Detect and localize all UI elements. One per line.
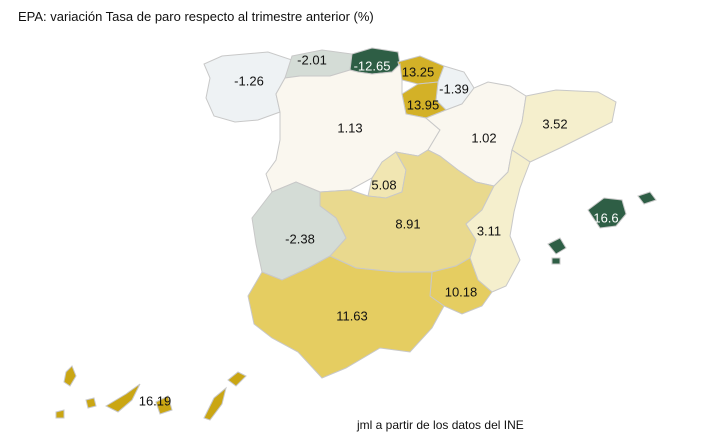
map-title: EPA: variación Tasa de paro respecto al … xyxy=(18,9,374,24)
label-asturias: -2.01 xyxy=(297,52,327,67)
label-madrid: 5.08 xyxy=(371,177,396,192)
label-andalucia: 11.63 xyxy=(336,308,368,323)
lanzarote-shape xyxy=(227,371,247,387)
label-aragon: 1.02 xyxy=(471,130,496,145)
formentera-shape xyxy=(551,257,561,265)
label-illes-balears: 16.6 xyxy=(593,210,618,225)
tenerife-shape xyxy=(104,383,141,413)
fuerteventura-shape xyxy=(203,386,227,421)
label-navarra: -1.39 xyxy=(439,81,469,96)
mallorca-shape xyxy=(587,197,627,229)
region-illes-balears xyxy=(547,191,657,265)
label-pais-vasco: 13.25 xyxy=(402,64,435,79)
la-palma-shape xyxy=(63,365,77,387)
label-extremadura: -2.38 xyxy=(285,231,315,246)
source-note: jml a partir de los datos del INE xyxy=(357,418,524,432)
region-canarias xyxy=(55,365,247,421)
label-cantabria: -12.65 xyxy=(354,58,391,73)
el-hierro-shape xyxy=(55,409,65,419)
region-comunidad-valenciana xyxy=(465,149,531,293)
region-cataluna xyxy=(511,89,617,163)
ibiza-shape xyxy=(547,237,567,255)
label-comunidad-valenciana: 3.11 xyxy=(477,223,501,238)
la-gomera-shape xyxy=(85,397,97,409)
gran-canaria-shape xyxy=(155,395,173,415)
label-la-rioja: 13.95 xyxy=(407,97,440,112)
label-galicia: -1.26 xyxy=(234,73,264,88)
menorca-shape xyxy=(637,191,657,205)
region-andalucia xyxy=(247,255,445,379)
label-murcia: 10.18 xyxy=(445,284,478,299)
label-canarias: 16.19 xyxy=(139,393,172,408)
label-cataluna: 3.52 xyxy=(542,116,567,131)
label-castilla-y-leon: 1.13 xyxy=(337,120,362,135)
label-castilla-la-mancha: 8.91 xyxy=(395,216,420,231)
